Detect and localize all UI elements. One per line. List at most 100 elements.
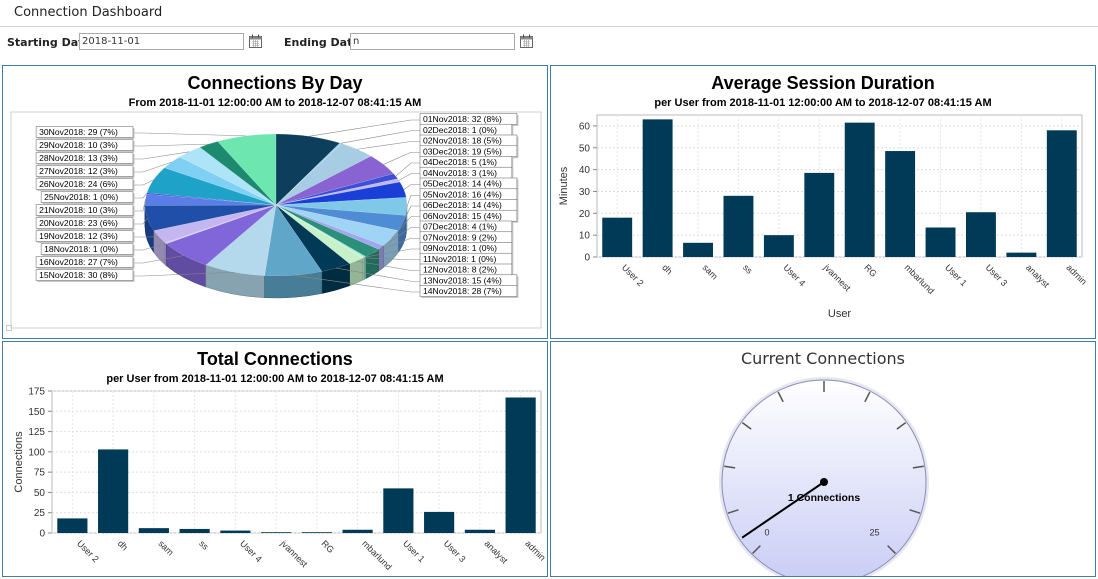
bar[interactable] xyxy=(301,532,332,533)
pie-label: 26Nov2018: 24 (6%) xyxy=(39,179,118,189)
bar[interactable] xyxy=(925,227,956,257)
gauge-tick xyxy=(752,545,761,554)
gauge-min-label: 0 xyxy=(765,527,770,537)
pie-label: 04Dec2018: 5 (1%) xyxy=(423,157,497,167)
pie-slice[interactable] xyxy=(275,143,372,206)
bar[interactable] xyxy=(424,511,455,533)
pie-leader-line xyxy=(133,143,209,147)
pie-slice[interactable] xyxy=(146,167,277,206)
pie-label: 02Nov2018: 18 (5%) xyxy=(423,136,502,146)
pie-slice[interactable] xyxy=(275,133,341,206)
bar[interactable] xyxy=(966,212,996,257)
pie-label-box xyxy=(35,178,134,190)
pie-slice[interactable] xyxy=(275,178,401,206)
pie-leader-line xyxy=(365,248,420,258)
bar[interactable] xyxy=(179,528,210,533)
x-tick-label: RG xyxy=(862,262,879,279)
pie-leader-line xyxy=(340,130,420,144)
bar[interactable] xyxy=(261,532,292,533)
pie-slice[interactable] xyxy=(275,142,343,206)
bar[interactable] xyxy=(505,397,536,533)
bar[interactable] xyxy=(1046,130,1077,257)
pie-leader-line xyxy=(406,194,420,207)
pie-plot-frame xyxy=(10,111,542,329)
pie-slice[interactable] xyxy=(205,204,277,276)
x-tick-label: User 4 xyxy=(781,262,807,288)
pie-leader-line xyxy=(133,179,154,186)
bar[interactable] xyxy=(383,488,414,533)
pie-slice[interactable] xyxy=(217,133,277,206)
pie-slice[interactable] xyxy=(164,156,277,206)
x-tick-label: ss xyxy=(741,262,755,276)
bar[interactable] xyxy=(602,217,633,257)
bar[interactable] xyxy=(642,119,673,257)
panel-resize-grip[interactable] xyxy=(6,325,12,331)
pie-leader-line xyxy=(133,132,247,137)
pie-slice[interactable] xyxy=(275,155,394,206)
x-tick-label: sam xyxy=(156,538,175,557)
y-tick-label: 50 xyxy=(34,488,46,499)
ending-date-calendar-icon[interactable] xyxy=(520,34,533,48)
bar[interactable] xyxy=(763,235,794,257)
x-tick-label: analyst xyxy=(1024,262,1052,290)
y-axis-label: Connections xyxy=(13,431,25,493)
pie-leader-line xyxy=(133,242,166,251)
pie-slice[interactable] xyxy=(264,204,323,277)
x-tick-label: dh xyxy=(116,538,130,552)
pie-label-box xyxy=(35,126,134,138)
pie-leader-line xyxy=(391,216,420,239)
y-tick-label: 75 xyxy=(34,468,46,479)
x-tick-label: User 3 xyxy=(442,538,468,564)
pie-label: 18Nov2018: 1 (0%) xyxy=(44,244,118,254)
pie-label: 02Dec2018: 1 (0%) xyxy=(423,125,497,135)
bar[interactable] xyxy=(464,529,495,533)
bar[interactable] xyxy=(844,122,875,257)
pie-label-box xyxy=(40,243,134,255)
bar[interactable] xyxy=(57,518,88,533)
y-axis-label: Minutes xyxy=(558,166,570,205)
pie-leader-line xyxy=(133,255,184,264)
pie-slice[interactable] xyxy=(275,204,365,259)
gauge-tick xyxy=(896,422,907,430)
pie-label: 25Nov2018: 1 (0%) xyxy=(44,192,118,202)
pie-leader-line xyxy=(133,199,146,212)
bar[interactable] xyxy=(1006,252,1037,257)
bar[interactable] xyxy=(723,195,754,257)
x-tick-label: User 1 xyxy=(401,538,427,564)
pie-chart: 01Nov2018: 32 (8%)02Dec2018: 1 (0%)02Nov… xyxy=(10,111,542,329)
pie-leader-line xyxy=(133,271,235,277)
x-tick-label: RG xyxy=(319,538,336,555)
starting-date-input[interactable] xyxy=(79,33,244,50)
pie-leader-line xyxy=(403,184,420,190)
pie-label: 14Nov2018: 28 (7%) xyxy=(423,286,502,296)
pie-label-box xyxy=(35,165,134,177)
pie-leader-line xyxy=(336,267,420,282)
bar[interactable] xyxy=(885,151,916,257)
x-tick-label: sam xyxy=(701,262,720,281)
x-axis-label: User xyxy=(828,308,852,320)
y-tick-label: 150 xyxy=(28,407,45,418)
y-tick-label: 125 xyxy=(28,427,45,438)
bar[interactable] xyxy=(804,172,835,257)
bar[interactable] xyxy=(98,449,129,533)
bar[interactable] xyxy=(342,529,373,533)
x-tick-label: mbarlund xyxy=(903,262,937,296)
y-tick-label: 100 xyxy=(28,447,45,458)
page-title: Connection Dashboard xyxy=(14,5,163,20)
x-tick-label: jvannest xyxy=(821,262,853,294)
y-tick-label: 50 xyxy=(579,143,591,154)
pie-slice-side xyxy=(165,243,207,288)
ending-date-input[interactable] xyxy=(350,33,515,50)
x-tick-label: mbarlund xyxy=(360,538,394,572)
x-tick-label: User 1 xyxy=(943,262,969,288)
starting-date-calendar-icon[interactable] xyxy=(249,34,262,48)
bar[interactable] xyxy=(683,242,713,257)
pie-leader-line xyxy=(308,119,420,137)
date-filter-bar: Starting Date Ending Date xyxy=(0,27,1098,61)
x-tick-label: User 3 xyxy=(984,262,1010,288)
pie-chart-title: Connections By Day xyxy=(187,73,363,93)
bar[interactable] xyxy=(220,530,251,533)
pie-slice[interactable] xyxy=(275,173,399,206)
pie-label-box xyxy=(35,139,134,151)
bar[interactable] xyxy=(138,528,169,533)
